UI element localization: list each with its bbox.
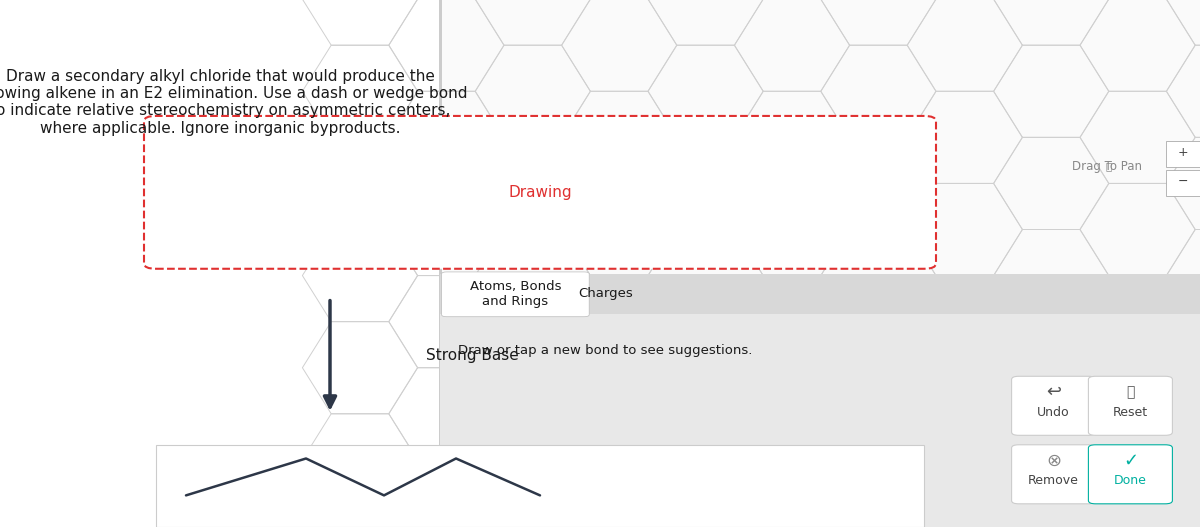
FancyBboxPatch shape (1088, 445, 1172, 504)
Bar (1166, 170, 1200, 196)
Text: Done: Done (1114, 474, 1147, 487)
FancyBboxPatch shape (1012, 376, 1096, 435)
Text: −: − (1178, 175, 1188, 188)
Text: +: + (1178, 147, 1188, 159)
Text: Drag To Pan: Drag To Pan (1073, 160, 1142, 172)
Bar (0, 0, 440, 527)
FancyBboxPatch shape (1088, 376, 1172, 435)
Bar (440, 314, 1200, 527)
FancyBboxPatch shape (144, 116, 936, 269)
Text: 🗑: 🗑 (1127, 385, 1134, 399)
Text: Draw a secondary alkyl chloride that would produce the
following alkene in an E2: Draw a secondary alkyl chloride that wou… (0, 69, 468, 136)
Text: Strong Base: Strong Base (426, 348, 518, 363)
Text: Atoms, Bonds
and Rings: Atoms, Bonds and Rings (469, 280, 562, 308)
Text: Undo: Undo (1037, 406, 1070, 418)
Text: Remove: Remove (1028, 474, 1079, 487)
Bar (439, 0, 442, 527)
Bar (440, 0, 1200, 527)
FancyBboxPatch shape (442, 272, 589, 317)
Bar (440, 274, 1200, 314)
FancyBboxPatch shape (1012, 445, 1096, 504)
Text: ✓: ✓ (1123, 452, 1138, 470)
Text: Charges: Charges (578, 287, 634, 300)
Bar (156, 445, 924, 527)
Text: ⊗: ⊗ (1046, 452, 1061, 470)
Bar (1166, 141, 1200, 167)
Text: Draw or tap a new bond to see suggestions.: Draw or tap a new bond to see suggestion… (458, 344, 752, 357)
Text: ✋: ✋ (1105, 161, 1112, 171)
Text: Reset: Reset (1112, 406, 1148, 418)
Text: ↩: ↩ (1046, 383, 1061, 401)
Text: Drawing: Drawing (508, 185, 572, 200)
